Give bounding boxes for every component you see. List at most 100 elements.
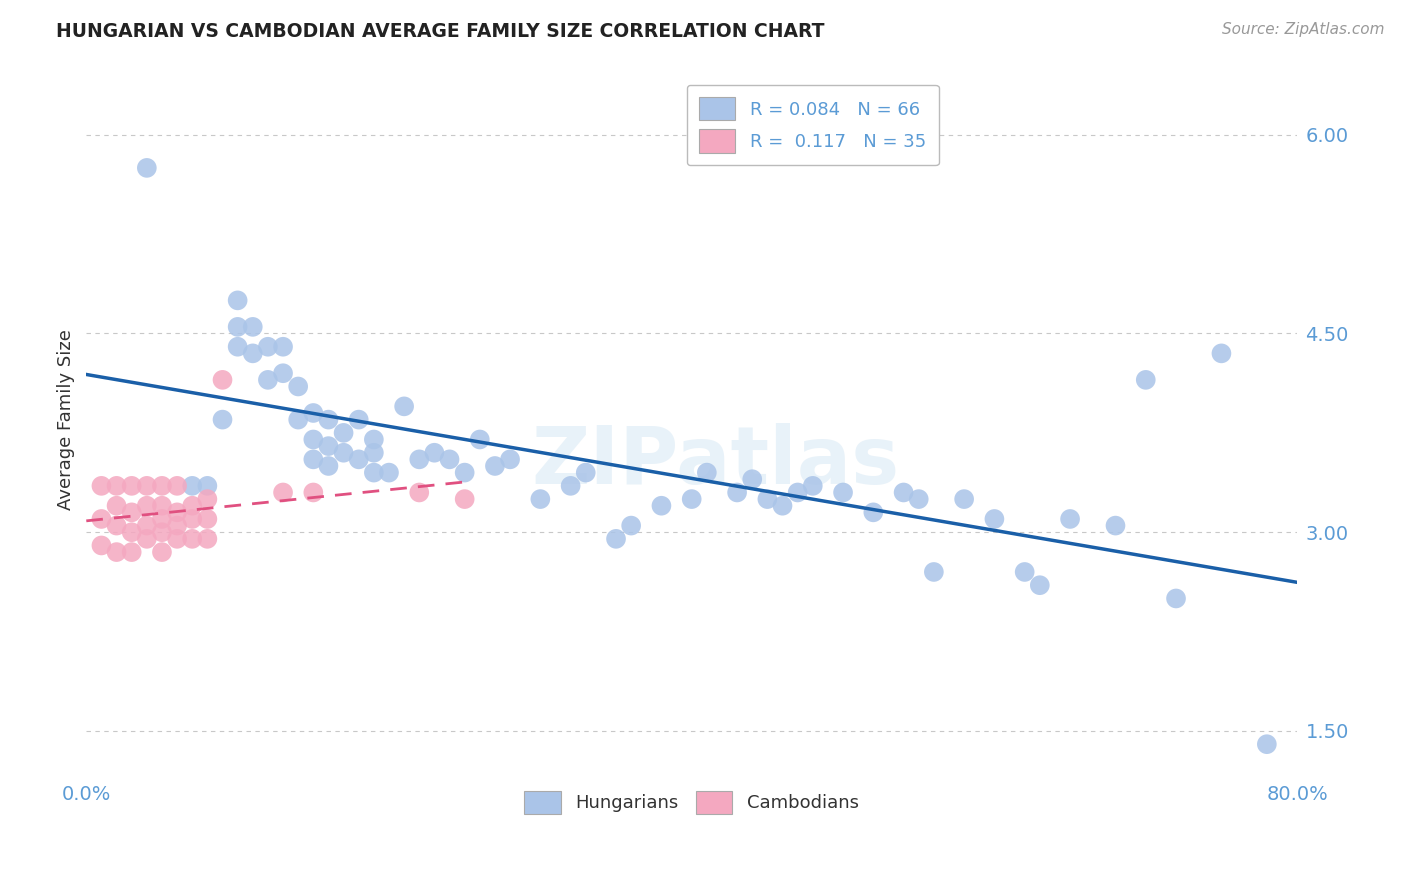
Point	[105, 545, 128, 559]
Point	[287, 412, 309, 426]
Point	[226, 319, 249, 334]
Point	[287, 379, 309, 393]
Point	[560, 479, 582, 493]
Point	[408, 485, 430, 500]
Point	[484, 458, 506, 473]
Point	[347, 452, 370, 467]
Point	[363, 466, 385, 480]
Point	[318, 458, 340, 473]
Point	[181, 512, 204, 526]
Point	[468, 433, 491, 447]
Point	[90, 512, 112, 526]
Point	[166, 532, 188, 546]
Point	[681, 492, 703, 507]
Point	[953, 492, 976, 507]
Point	[318, 439, 340, 453]
Point	[150, 479, 173, 493]
Point	[1104, 518, 1126, 533]
Point	[423, 446, 446, 460]
Point	[907, 492, 929, 507]
Point	[529, 492, 551, 507]
Point	[363, 433, 385, 447]
Point	[271, 366, 294, 380]
Point	[347, 412, 370, 426]
Point	[195, 532, 218, 546]
Point	[135, 161, 157, 175]
Point	[605, 532, 627, 546]
Point	[90, 479, 112, 493]
Point	[575, 466, 598, 480]
Point	[893, 485, 915, 500]
Point	[135, 518, 157, 533]
Point	[1029, 578, 1052, 592]
Point	[181, 479, 204, 493]
Point	[332, 446, 354, 460]
Point	[832, 485, 855, 500]
Point	[862, 505, 884, 519]
Point	[150, 512, 173, 526]
Point	[166, 479, 188, 493]
Point	[741, 472, 763, 486]
Point	[242, 319, 264, 334]
Point	[696, 466, 718, 480]
Point	[378, 466, 401, 480]
Point	[181, 532, 204, 546]
Point	[302, 406, 325, 420]
Point	[257, 340, 280, 354]
Point	[786, 485, 808, 500]
Point	[801, 479, 824, 493]
Point	[1014, 565, 1036, 579]
Point	[90, 539, 112, 553]
Point	[271, 485, 294, 500]
Point	[135, 532, 157, 546]
Point	[725, 485, 748, 500]
Text: Source: ZipAtlas.com: Source: ZipAtlas.com	[1222, 22, 1385, 37]
Point	[135, 479, 157, 493]
Point	[166, 518, 188, 533]
Point	[363, 446, 385, 460]
Point	[195, 492, 218, 507]
Point	[150, 499, 173, 513]
Point	[332, 425, 354, 440]
Point	[392, 400, 415, 414]
Point	[226, 293, 249, 308]
Point	[135, 499, 157, 513]
Point	[1256, 737, 1278, 751]
Point	[408, 452, 430, 467]
Point	[105, 499, 128, 513]
Point	[1059, 512, 1081, 526]
Point	[150, 525, 173, 540]
Point	[242, 346, 264, 360]
Point	[105, 518, 128, 533]
Point	[121, 545, 143, 559]
Point	[620, 518, 643, 533]
Point	[121, 479, 143, 493]
Point	[772, 499, 794, 513]
Point	[271, 340, 294, 354]
Point	[756, 492, 779, 507]
Point	[302, 433, 325, 447]
Point	[983, 512, 1005, 526]
Point	[211, 373, 233, 387]
Text: ZIPatlas: ZIPatlas	[531, 423, 900, 500]
Point	[1211, 346, 1233, 360]
Text: HUNGARIAN VS CAMBODIAN AVERAGE FAMILY SIZE CORRELATION CHART: HUNGARIAN VS CAMBODIAN AVERAGE FAMILY SI…	[56, 22, 825, 41]
Point	[453, 466, 475, 480]
Point	[121, 505, 143, 519]
Point	[195, 479, 218, 493]
Point	[453, 492, 475, 507]
Point	[302, 452, 325, 467]
Point	[226, 340, 249, 354]
Point	[150, 545, 173, 559]
Point	[121, 525, 143, 540]
Point	[1164, 591, 1187, 606]
Legend: Hungarians, Cambodians: Hungarians, Cambodians	[513, 780, 870, 825]
Point	[211, 412, 233, 426]
Point	[650, 499, 672, 513]
Point	[499, 452, 522, 467]
Point	[439, 452, 461, 467]
Point	[302, 485, 325, 500]
Point	[922, 565, 945, 579]
Point	[257, 373, 280, 387]
Point	[1135, 373, 1157, 387]
